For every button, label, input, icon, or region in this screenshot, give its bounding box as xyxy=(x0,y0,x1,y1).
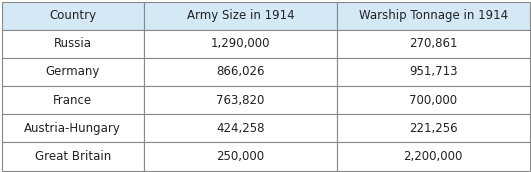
Text: 221,256: 221,256 xyxy=(409,122,457,135)
Bar xyxy=(144,142,337,170)
Bar xyxy=(2,86,144,114)
Text: 763,820: 763,820 xyxy=(216,94,264,107)
Bar xyxy=(2,142,144,170)
Bar xyxy=(337,58,529,86)
Text: Country: Country xyxy=(49,9,96,22)
Bar xyxy=(144,30,337,58)
Text: 270,861: 270,861 xyxy=(409,37,457,50)
Text: 2,200,000: 2,200,000 xyxy=(404,150,463,163)
Bar xyxy=(2,114,144,142)
Text: Austria-Hungary: Austria-Hungary xyxy=(24,122,121,135)
Text: 951,713: 951,713 xyxy=(409,65,457,78)
Text: 866,026: 866,026 xyxy=(216,65,264,78)
Bar xyxy=(2,30,144,58)
Text: 700,000: 700,000 xyxy=(409,94,457,107)
Text: France: France xyxy=(53,94,92,107)
Text: 250,000: 250,000 xyxy=(216,150,264,163)
Bar xyxy=(337,2,529,30)
Bar xyxy=(144,114,337,142)
Text: Great Britain: Great Britain xyxy=(35,150,111,163)
Text: Germany: Germany xyxy=(46,65,100,78)
Bar xyxy=(144,58,337,86)
Text: Russia: Russia xyxy=(54,37,92,50)
Bar xyxy=(337,86,529,114)
Text: Warship Tonnage in 1914: Warship Tonnage in 1914 xyxy=(358,9,508,22)
Bar xyxy=(2,58,144,86)
Text: 1,290,000: 1,290,000 xyxy=(211,37,270,50)
Text: 424,258: 424,258 xyxy=(216,122,264,135)
Bar xyxy=(144,86,337,114)
Text: Army Size in 1914: Army Size in 1914 xyxy=(186,9,294,22)
Bar xyxy=(2,2,144,30)
Bar xyxy=(337,114,529,142)
Bar xyxy=(337,30,529,58)
Bar xyxy=(144,2,337,30)
Bar xyxy=(337,142,529,170)
